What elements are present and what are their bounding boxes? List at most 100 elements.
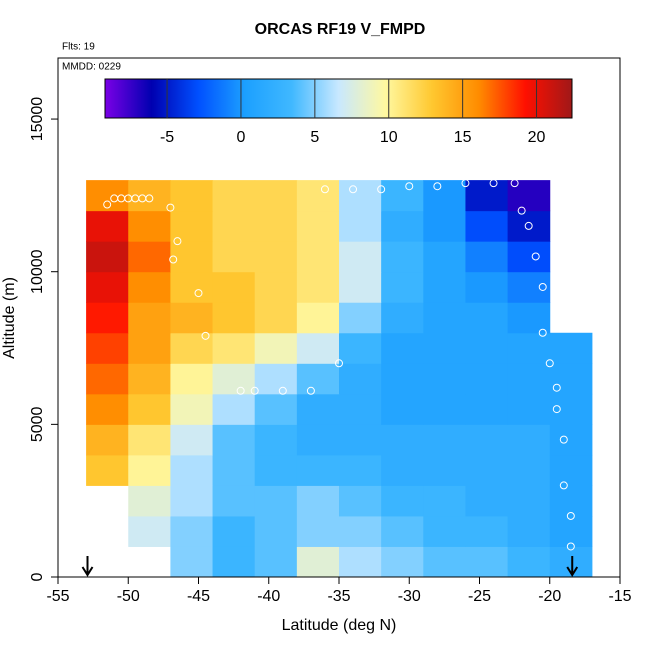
colorbar-tick-label: -5	[160, 129, 174, 146]
heat-cell	[381, 393, 424, 425]
heat-cell	[128, 393, 171, 425]
heat-cell	[423, 454, 466, 486]
x-axis-label: Latitude (deg N)	[282, 617, 397, 634]
heat-cell	[170, 241, 214, 273]
track-point	[250, 386, 259, 395]
heat-cell	[254, 210, 298, 242]
heat-cell	[465, 271, 509, 303]
heat-cell	[339, 515, 382, 547]
track-point	[278, 386, 287, 395]
x-tick-label: -45	[187, 588, 210, 605]
track-point	[538, 328, 547, 337]
heat-cell	[296, 180, 340, 212]
heat-cell	[128, 332, 171, 364]
heat-cell	[465, 424, 509, 456]
heat-cell	[381, 271, 424, 303]
heat-cell	[465, 241, 509, 273]
heat-cell	[507, 546, 551, 578]
heat-cell	[423, 363, 466, 395]
heat-cell	[465, 363, 509, 395]
heat-cell	[254, 393, 298, 425]
heat-cell	[254, 332, 298, 364]
heat-cell	[423, 546, 466, 578]
colorbar-tick-label: 10	[380, 129, 398, 146]
heat-cell	[128, 363, 171, 395]
heat-cell	[212, 302, 256, 334]
heat-cell	[423, 180, 466, 212]
colorbar-tick-label: 20	[528, 129, 546, 146]
heat-cell	[128, 210, 171, 242]
heat-cell	[86, 180, 129, 212]
heat-cell	[507, 485, 551, 517]
track-point	[173, 237, 182, 246]
heat-cell	[549, 363, 593, 395]
heat-cell	[212, 485, 256, 517]
heat-cell	[381, 332, 424, 364]
heat-cell	[296, 454, 340, 486]
y-axis-label: Altitude (m)	[1, 277, 18, 359]
heat-cell	[128, 485, 171, 517]
heat-cell	[170, 424, 214, 456]
heat-cell	[465, 302, 509, 334]
heat-cell	[339, 332, 382, 364]
track-point	[201, 331, 210, 340]
heat-cell	[296, 546, 340, 578]
heat-cell	[296, 393, 340, 425]
heat-cell	[296, 302, 340, 334]
heat-cell	[170, 485, 214, 517]
heat-cell	[423, 424, 466, 456]
heat-cell	[465, 332, 509, 364]
heat-cell	[339, 546, 382, 578]
heat-cell	[507, 210, 551, 242]
heat-cell	[170, 546, 214, 578]
heat-cell	[86, 363, 129, 395]
heat-cell	[507, 454, 551, 486]
x-tick-label: -50	[117, 588, 140, 605]
heat-cell	[296, 485, 340, 517]
heat-cell	[465, 485, 509, 517]
heat-cell	[170, 332, 214, 364]
heat-cell	[507, 241, 551, 273]
heat-cell	[423, 271, 466, 303]
heat-cell	[549, 485, 593, 517]
heat-cell	[86, 424, 129, 456]
heat-cell	[296, 210, 340, 242]
heat-cell	[423, 332, 466, 364]
heat-cell	[507, 424, 551, 456]
heat-cell	[339, 180, 382, 212]
heat-cell	[465, 210, 509, 242]
heat-cell	[212, 180, 256, 212]
track-point	[559, 435, 568, 444]
heat-cell	[170, 515, 214, 547]
heat-cell	[381, 180, 424, 212]
endpoint-arrow	[81, 556, 94, 577]
track-point	[405, 182, 414, 191]
heat-cell	[212, 363, 256, 395]
track-point	[524, 221, 533, 230]
heat-cell	[170, 454, 214, 486]
heat-cell	[170, 393, 214, 425]
heat-cell	[254, 302, 298, 334]
heat-cell	[170, 363, 214, 395]
heat-cell	[254, 271, 298, 303]
track-point	[433, 182, 442, 191]
heat-cell	[128, 241, 171, 273]
heat-cell	[212, 454, 256, 486]
heat-cell	[465, 454, 509, 486]
annotation: MMDD: 0229	[62, 62, 121, 73]
heat-cell	[296, 241, 340, 273]
colorbar-tick-label: 5	[310, 129, 319, 146]
heat-cell	[296, 271, 340, 303]
heat-cell	[212, 241, 256, 273]
heat-cell	[381, 302, 424, 334]
heat-cell	[254, 485, 298, 517]
heat-cell	[170, 302, 214, 334]
heat-cell	[128, 271, 171, 303]
track-point	[538, 282, 547, 291]
heat-cell	[507, 271, 551, 303]
heat-cell	[254, 424, 298, 456]
track-point	[531, 252, 540, 261]
heat-cell	[465, 515, 509, 547]
track-point	[566, 511, 575, 520]
